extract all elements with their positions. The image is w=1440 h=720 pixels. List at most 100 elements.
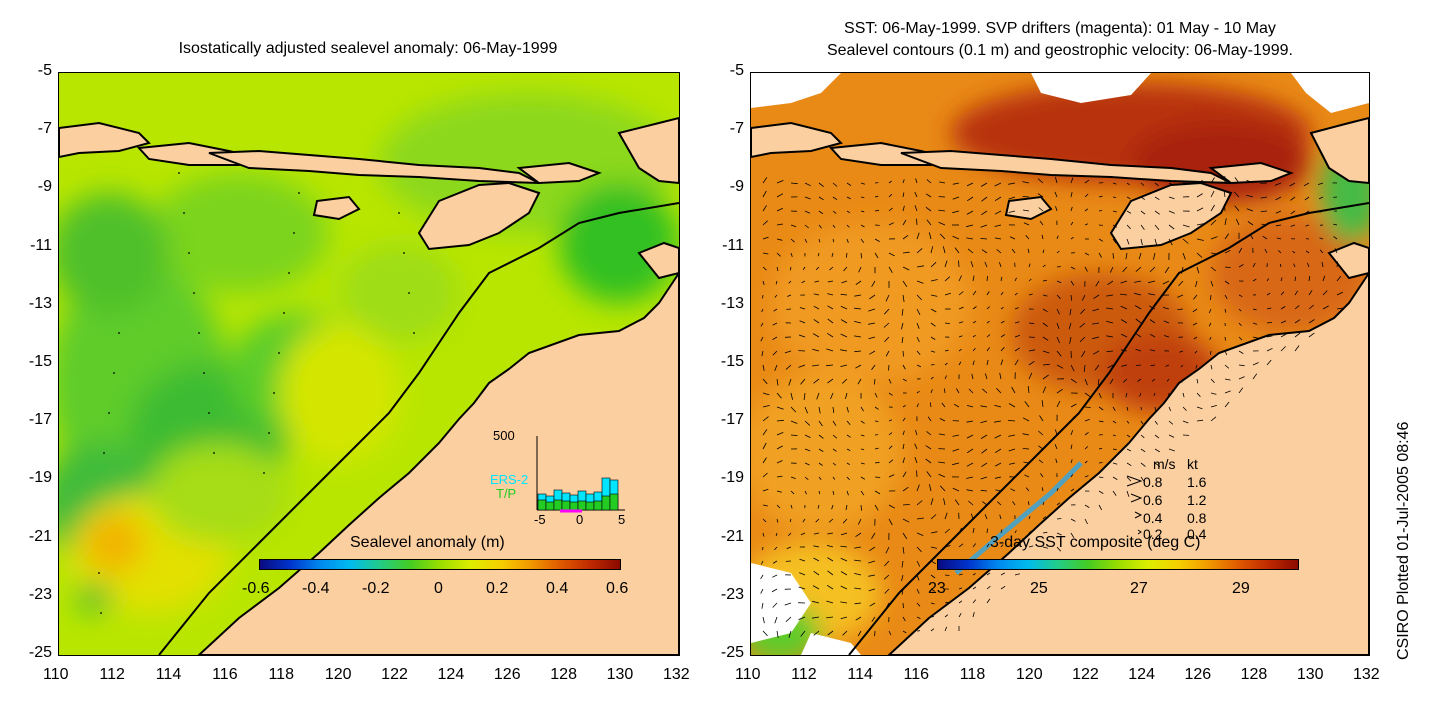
velocity-vector [840,305,848,310]
velocity-vector [1023,461,1030,464]
velocity-vector [952,210,960,214]
velocity-vector [958,612,962,618]
velocity-vector [1135,364,1142,366]
velocity-vector [826,364,834,367]
velocity-vector [1252,373,1258,380]
left-cb-tick: 0.6 [606,580,629,597]
velocity-vector [925,445,932,450]
velocity-vector [1042,264,1046,268]
x-tick-label: 116 [903,666,930,683]
velocity-vector [1209,336,1212,340]
velocity-vector [871,616,876,622]
velocity-vector [762,472,768,478]
velocity-vector [1224,249,1231,254]
velocity-vector [1210,416,1217,422]
velocity-vector [1134,292,1142,296]
velocity-vector [1275,210,1282,214]
velocity-vector [1055,176,1058,184]
velocity-vector [1125,392,1128,398]
velocity-vector [994,476,1002,479]
velocity-vector [1210,378,1215,383]
velocity-vector [929,484,932,492]
velocity-vector [1056,532,1062,536]
velocity-vector [883,322,890,328]
velocity-vector [902,219,907,226]
velocity-vector [888,518,893,526]
velocity-vector [916,248,923,254]
velocity-vector [790,182,798,185]
velocity-vector [1038,445,1044,450]
velocity-vector [762,488,769,492]
velocity-vector [902,234,909,240]
velocity-vector [1149,266,1156,273]
sst-colorbar [937,559,1299,570]
velocity-vector [1210,294,1212,301]
velocity-vector [1126,448,1132,452]
velocity-vector [1008,448,1016,452]
velocity-vector [840,585,848,590]
velocity-vector [868,588,876,592]
velocity-vector [818,462,823,466]
velocity-vector [1042,374,1049,380]
velocity-vector [1025,235,1030,240]
velocity-vector [762,205,767,212]
velocity-vector [832,406,835,414]
velocity-vector [944,322,950,324]
velocity-vector [1304,196,1310,201]
velocity-vector [1000,346,1005,352]
velocity-vector [854,587,862,590]
velocity-vector [846,210,851,214]
velocity-vector [1098,462,1103,464]
velocity-vector [776,419,784,422]
velocity-vector [1120,319,1128,324]
velocity-vector [902,486,909,492]
velocity-vector [1054,444,1058,450]
velocity-vector [1178,280,1184,287]
velocity-vector [926,431,932,436]
velocity-vector [966,448,974,454]
velocity-vector [846,434,851,438]
velocity-vector [1056,488,1059,492]
velocity-vector [804,210,811,214]
velocity-vector [981,196,988,202]
velocity-vector [958,260,960,268]
velocity-vector [944,276,951,282]
velocity-vector [798,586,806,590]
velocity-vector [827,305,834,310]
velocity-vector [772,336,778,341]
velocity-vector [1069,336,1072,344]
y-tick-label: -9 [729,178,744,196]
velocity-vector [1266,322,1273,324]
velocity-vector [1042,516,1047,520]
velocity-vector [1168,420,1174,425]
velocity-vector [802,266,806,271]
velocity-vector [1266,278,1270,282]
velocity-vector [1266,307,1272,310]
velocity-vector [1056,308,1060,315]
velocity-vector [1014,334,1021,338]
velocity-vector [1192,322,1198,326]
velocity-vector [802,518,806,523]
velocity-vector [1149,333,1156,338]
velocity-vector [788,532,792,536]
y-tick-label: -5 [37,62,52,79]
velocity-vector [1028,545,1034,548]
velocity-vector [826,545,834,548]
velocity-vector [1126,420,1130,424]
velocity-vector [981,249,988,254]
velocity-vector [804,224,809,229]
y-tick-label: -7 [37,120,52,138]
velocity-vector [1068,322,1072,330]
velocity-vector [1164,266,1170,274]
velocity-vector [774,546,778,551]
velocity-vector [1094,364,1100,371]
velocity-vector [1028,349,1036,352]
velocity-vector [996,249,1002,254]
velocity-vector [871,532,876,540]
velocity-vector [1084,475,1089,478]
velocity-vector [1042,350,1050,354]
velocity-vector [772,574,778,578]
velocity-vector [1305,250,1310,254]
velocity-vector [901,588,904,595]
velocity-vector [874,490,881,495]
